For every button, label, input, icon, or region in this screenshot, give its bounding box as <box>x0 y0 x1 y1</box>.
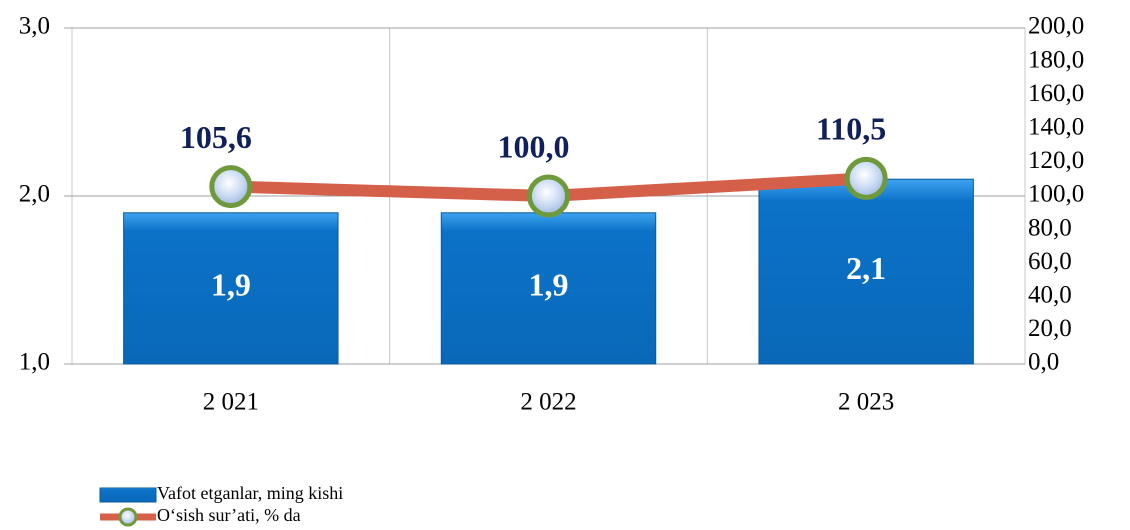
bar-value-label: 1,9 <box>211 267 251 303</box>
y2-tick-label: 140,0 <box>1028 114 1084 141</box>
x-tick-label: 2 022 <box>520 389 576 416</box>
line-value-label: 110,5 <box>816 111 886 147</box>
line-marker <box>527 174 570 218</box>
bar-value-label: 1,9 <box>529 267 569 303</box>
y2-tick-label: 80,0 <box>1028 214 1072 241</box>
y2-tick-label: 40,0 <box>1028 282 1072 309</box>
y2-tick-label: 20,0 <box>1028 315 1072 342</box>
y2-tick-label: 200,0 <box>1028 13 1084 40</box>
legend-swatch <box>99 487 157 503</box>
y-tick-label: 2,0 <box>19 181 50 208</box>
legend-label: O‘sish sur’ati, % da <box>157 505 301 525</box>
line-marker <box>844 156 888 200</box>
y2-tick-label: 100,0 <box>1028 181 1084 208</box>
line-marker <box>209 165 253 209</box>
y-tick-label: 3,0 <box>19 13 50 40</box>
x-tick-label: 2 023 <box>838 389 894 416</box>
bar <box>123 212 339 365</box>
y2-tick-label: 120,0 <box>1028 147 1084 174</box>
bar-value-label: 2,1 <box>846 250 886 286</box>
y2-tick-label: 180,0 <box>1028 46 1084 73</box>
bar <box>440 212 657 365</box>
y2-tick-label: 60,0 <box>1028 248 1072 275</box>
y2-tick-label: 0,0 <box>1028 349 1059 376</box>
legend-label: Vafot etganlar, ming kishi <box>157 483 343 503</box>
line-value-label: 100,0 <box>498 128 570 164</box>
legend-marker <box>118 507 138 527</box>
bar <box>758 178 974 365</box>
y-tick-label: 1,0 <box>19 349 50 376</box>
x-tick-label: 2 021 <box>203 389 259 416</box>
y2-tick-label: 160,0 <box>1028 80 1084 107</box>
line-value-label: 105,6 <box>180 119 252 155</box>
